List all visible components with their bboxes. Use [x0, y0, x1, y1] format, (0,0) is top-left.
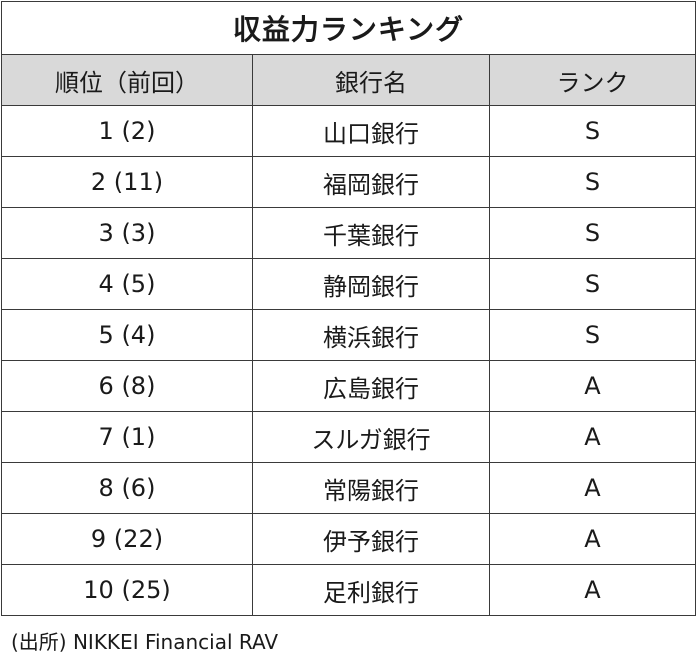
bank-cell: 伊予銀行 [252, 513, 490, 565]
grade-cell: S [489, 309, 696, 361]
grade-cell: A [489, 513, 696, 565]
table-row: 3 (3) 千葉銀行 S [1, 207, 696, 259]
rank-cell: 7 (1) [1, 411, 253, 463]
grade-cell: S [489, 105, 696, 157]
table-row: 9 (22) 伊予銀行 A [1, 513, 696, 565]
source-note: (出所) NIKKEI Financial RAV [11, 630, 279, 654]
rank-cell: 9 (22) [1, 513, 253, 565]
column-header-grade: ランク [489, 54, 696, 106]
grade-cell: A [489, 564, 696, 616]
rank-cell: 10 (25) [1, 564, 253, 616]
ranking-table: 収益力ランキング 順位（前回） 銀行名 ランク 1 (2) 山口銀行 S 2 (… [1, 1, 696, 616]
bank-cell: 山口銀行 [252, 105, 490, 157]
rank-cell: 4 (5) [1, 258, 253, 310]
bank-cell: 広島銀行 [252, 360, 490, 412]
grade-cell: A [489, 411, 696, 463]
table-row: 7 (1) スルガ銀行 A [1, 411, 696, 463]
bank-cell: 福岡銀行 [252, 156, 490, 208]
rank-cell: 3 (3) [1, 207, 253, 259]
table-row: 8 (6) 常陽銀行 A [1, 462, 696, 514]
table-row: 10 (25) 足利銀行 A [1, 564, 696, 616]
table-row: 2 (11) 福岡銀行 S [1, 156, 696, 208]
bank-cell: 横浜銀行 [252, 309, 490, 361]
rank-cell: 1 (2) [1, 105, 253, 157]
table-row: 6 (8) 広島銀行 A [1, 360, 696, 412]
grade-cell: S [489, 207, 696, 259]
grade-cell: S [489, 258, 696, 310]
header-row: 順位（前回） 銀行名 ランク [1, 54, 696, 106]
table-title: 収益力ランキング [1, 1, 696, 55]
bank-cell: 足利銀行 [252, 564, 490, 616]
column-header-bank: 銀行名 [252, 54, 490, 106]
table-row: 5 (4) 横浜銀行 S [1, 309, 696, 361]
grade-cell: A [489, 462, 696, 514]
grade-cell: S [489, 156, 696, 208]
grade-cell: A [489, 360, 696, 412]
title-row: 収益力ランキング [1, 1, 696, 55]
table-row: 4 (5) 静岡銀行 S [1, 258, 696, 310]
table-row: 1 (2) 山口銀行 S [1, 105, 696, 157]
bank-cell: 常陽銀行 [252, 462, 490, 514]
bank-cell: 静岡銀行 [252, 258, 490, 310]
rank-cell: 6 (8) [1, 360, 253, 412]
bank-cell: スルガ銀行 [252, 411, 490, 463]
column-header-rank: 順位（前回） [1, 54, 253, 106]
rank-cell: 8 (6) [1, 462, 253, 514]
rank-cell: 2 (11) [1, 156, 253, 208]
rank-cell: 5 (4) [1, 309, 253, 361]
bank-cell: 千葉銀行 [252, 207, 490, 259]
